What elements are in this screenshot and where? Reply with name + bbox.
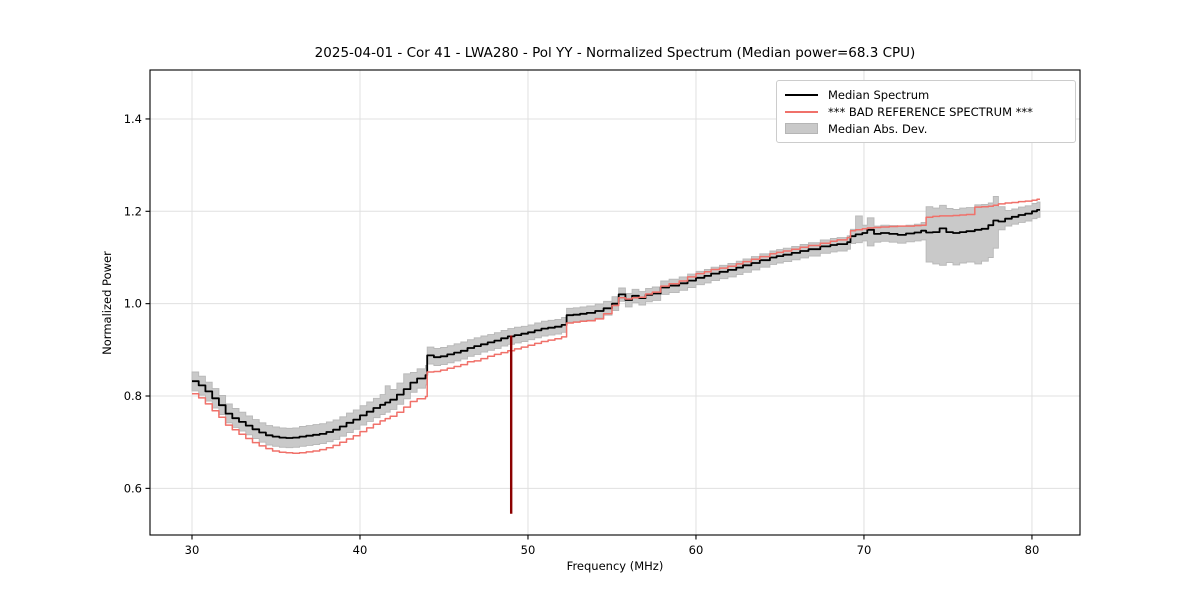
mad-band xyxy=(191,196,1041,449)
legend-item-median-abs-dev: Median Abs. Dev. xyxy=(785,120,1067,137)
x-tick-label: 70 xyxy=(857,543,872,557)
legend-label-median-abs-dev: Median Abs. Dev. xyxy=(828,121,928,136)
mad-patch-icon xyxy=(785,123,819,134)
x-tick-label: 60 xyxy=(689,543,704,557)
median-spectrum-line xyxy=(192,209,1040,439)
x-tick-label: 80 xyxy=(1025,543,1040,557)
reference-line-icon xyxy=(785,110,819,113)
y-tick-label: 1.0 xyxy=(124,297,142,311)
x-tick-label: 30 xyxy=(185,543,200,557)
x-tick-label: 40 xyxy=(353,543,368,557)
bad-reference-line xyxy=(192,198,1040,455)
axes-spines xyxy=(149,69,1081,536)
x-tick-label: 50 xyxy=(521,543,536,557)
y-tick-label: 1.2 xyxy=(124,204,142,218)
legend-label-median-spectrum: Median Spectrum xyxy=(828,87,930,102)
y-tick-label: 0.6 xyxy=(124,481,142,495)
legend: Median Spectrum *** BAD REFERENCE SPECTR… xyxy=(776,80,1076,143)
x-axis-label: Frequency (MHz) xyxy=(566,559,664,573)
chart-title: 2025-04-01 - Cor 41 - LWA280 - Pol YY - … xyxy=(314,45,916,61)
y-tick-label: 1.4 xyxy=(124,112,142,126)
legend-label-bad-reference: *** BAD REFERENCE SPECTRUM *** xyxy=(828,104,1033,119)
legend-item-bad-reference: *** BAD REFERENCE SPECTRUM *** xyxy=(785,103,1067,120)
y-tick-label: 0.8 xyxy=(124,389,142,403)
median-line-icon xyxy=(785,93,819,96)
legend-item-median-spectrum: Median Spectrum xyxy=(785,86,1067,103)
